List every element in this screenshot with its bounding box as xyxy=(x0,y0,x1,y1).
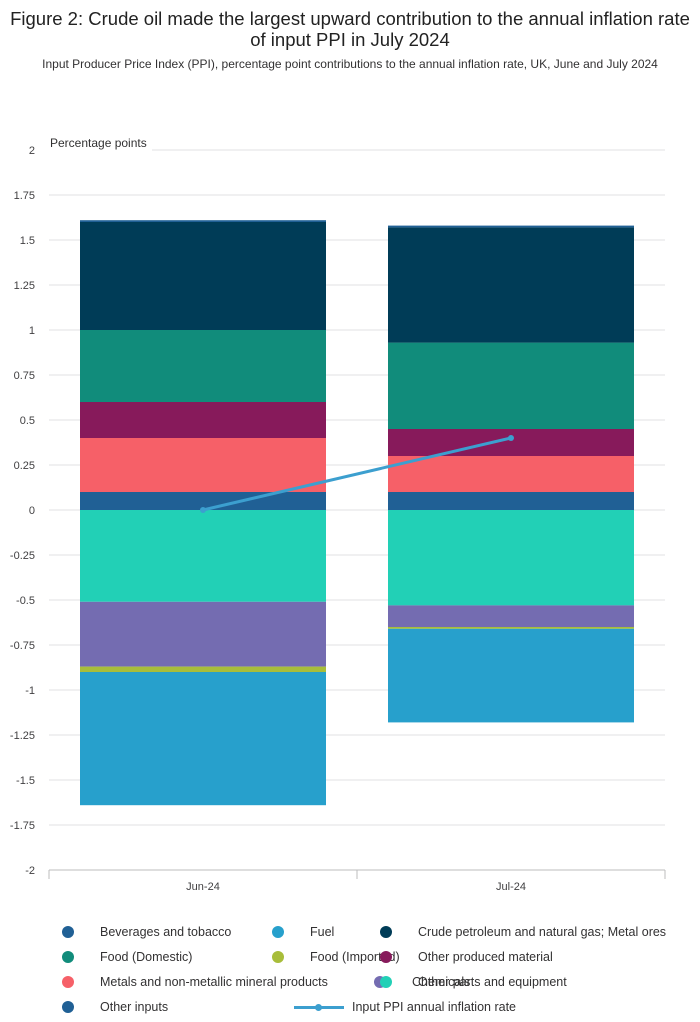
y-tick-label: -2 xyxy=(25,865,35,877)
bar-segment xyxy=(80,672,326,806)
y-tick-label: -1.5 xyxy=(16,775,35,787)
bar-segment xyxy=(80,666,326,672)
y-tick-label: 0 xyxy=(29,505,35,517)
legend-swatch xyxy=(62,951,74,963)
chart-subtitle: Input Producer Price Index (PPI), percen… xyxy=(42,57,658,71)
bar-segment xyxy=(80,330,326,402)
bar-segment xyxy=(80,402,326,438)
legend-swatch xyxy=(380,951,392,963)
y-tick-label: 1 xyxy=(29,325,35,337)
legend-item: Other inputs xyxy=(62,997,168,1017)
bar-segment xyxy=(388,227,634,343)
legend-label: Fuel xyxy=(310,925,335,939)
legend-label: Other parts and equipment xyxy=(418,975,567,989)
legend-line-swatch xyxy=(294,1001,344,1013)
chart-plot: 2 1.75 1.5 1.25 1 0.75 0.5 0.25 0 -0.25 -0.5 -0.75 -… xyxy=(10,136,666,893)
y-tick-label: 0.5 xyxy=(20,415,35,427)
bar-segment xyxy=(80,222,326,330)
legend-label: Metals and non-metallic mineral products xyxy=(100,975,328,989)
bar-segment xyxy=(80,510,326,602)
y-tick-label: -0.5 xyxy=(16,595,35,607)
bar-segment xyxy=(388,342,634,429)
inflation-line xyxy=(200,435,514,513)
legend-swatch xyxy=(272,926,284,938)
y-tick-label: 2 xyxy=(29,145,35,157)
x-tick-label: Jul-24 xyxy=(496,881,526,893)
bar-segment xyxy=(388,510,634,606)
y-tick-label: -0.75 xyxy=(10,640,35,652)
y-tick-label: 0.75 xyxy=(14,370,35,382)
x-tick-label: Jun-24 xyxy=(186,881,220,893)
y-tick-label: -1.75 xyxy=(10,820,35,832)
bar-segment xyxy=(388,627,634,629)
bar-segment xyxy=(388,492,634,510)
legend-item: Crude petroleum and natural gas; Metal o… xyxy=(380,922,666,942)
legend-swatch xyxy=(62,1001,74,1013)
legend-label: Chemicals xyxy=(412,975,471,989)
y-tick-label: -0.25 xyxy=(10,550,35,562)
y-tick-label: 1.25 xyxy=(14,280,35,292)
y-axis-label: Percentage points xyxy=(50,136,147,150)
legend-swatch xyxy=(380,926,392,938)
chart-title: Figure 2: Crude oil made the largest upw… xyxy=(10,8,690,50)
bar-segment xyxy=(388,628,634,723)
legend-label: Crude petroleum and natural gas; Metal o… xyxy=(418,925,667,939)
legend-swatch xyxy=(272,951,284,963)
y-tick-label: 0.25 xyxy=(14,460,35,472)
line-path xyxy=(202,436,512,512)
legend-item: Beverages and tobacco xyxy=(62,922,231,942)
legend-item: Input PPI annual inflation rate xyxy=(294,997,516,1017)
legend-swatch xyxy=(62,926,74,938)
bar-segment xyxy=(80,601,326,667)
bar-segment xyxy=(388,429,634,456)
y-tick-label: -1 xyxy=(25,685,35,697)
legend-item: Other produced material xyxy=(380,947,553,967)
legend-item: Metals and non-metallic mineral products xyxy=(62,972,328,992)
line-point xyxy=(200,507,206,513)
legend-item: Other parts and equipment xyxy=(380,972,567,992)
legend-item: Food (Domestic) xyxy=(62,947,192,967)
legend-label: Input PPI annual inflation rate xyxy=(352,1000,517,1014)
bar-segment xyxy=(80,438,326,492)
line-point xyxy=(508,435,514,441)
legend-label: Other produced material xyxy=(418,950,553,964)
y-tick-label: 1.5 xyxy=(20,235,35,247)
bar-segment xyxy=(388,605,634,627)
legend-swatch xyxy=(62,976,74,988)
bar-segment xyxy=(388,456,634,492)
bar-segment xyxy=(388,225,634,228)
y-tick-label: -1.25 xyxy=(10,730,35,742)
legend-label: Beverages and tobacco xyxy=(100,925,232,939)
legend-swatch xyxy=(380,976,392,988)
stacked-bars xyxy=(80,220,634,806)
legend-label: Food (Domestic) xyxy=(100,950,193,964)
legend-label: Other inputs xyxy=(100,1000,169,1014)
y-axis-ticks: 2 1.75 1.5 1.25 1 0.75 0.5 0.25 0 -0.25 -0.5 -0.75 -… xyxy=(10,145,35,877)
legend-item: Food (Imported) xyxy=(272,947,400,967)
legend-label: Food (Imported) xyxy=(310,950,400,964)
legend-item: Fuel xyxy=(272,922,334,942)
x-axis: Jun-24 Jul-24 xyxy=(48,869,666,893)
chart-legend: Beverages and tobacco Fuel Crude petroleum… xyxy=(62,922,682,1022)
y-tick-label: 1.75 xyxy=(14,190,35,202)
bar-segment xyxy=(80,220,326,222)
